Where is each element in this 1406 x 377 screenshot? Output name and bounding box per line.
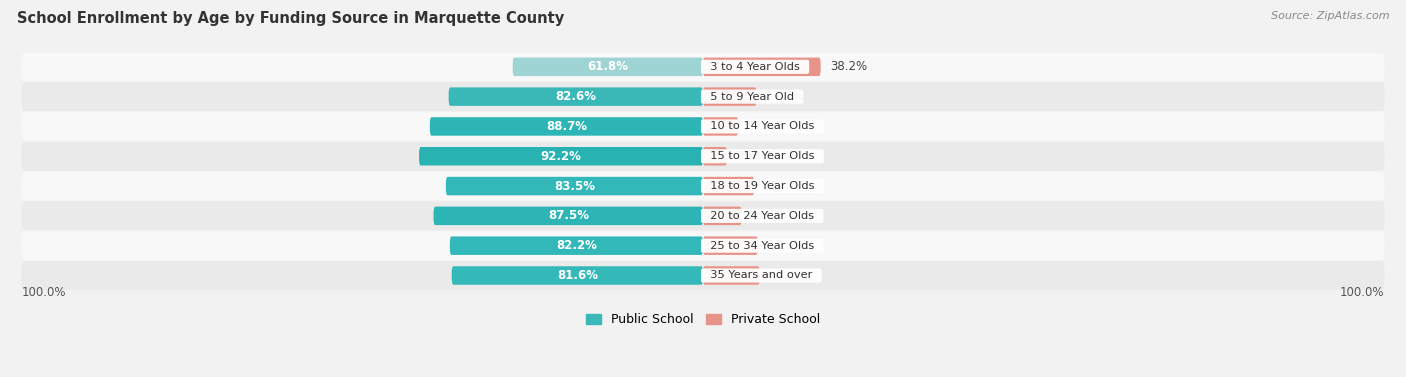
Text: 12.5%: 12.5% xyxy=(751,209,789,222)
FancyBboxPatch shape xyxy=(703,236,758,255)
FancyBboxPatch shape xyxy=(703,266,759,285)
Text: 38.2%: 38.2% xyxy=(831,60,868,73)
FancyBboxPatch shape xyxy=(433,207,703,225)
Text: Source: ZipAtlas.com: Source: ZipAtlas.com xyxy=(1271,11,1389,21)
Text: 7.8%: 7.8% xyxy=(737,150,766,163)
Text: 20 to 24 Year Olds: 20 to 24 Year Olds xyxy=(703,211,821,221)
Text: 92.2%: 92.2% xyxy=(540,150,582,163)
Text: 82.2%: 82.2% xyxy=(555,239,598,252)
FancyBboxPatch shape xyxy=(451,266,703,285)
Text: 15 to 17 Year Olds: 15 to 17 Year Olds xyxy=(703,151,821,161)
FancyBboxPatch shape xyxy=(21,202,1385,230)
FancyBboxPatch shape xyxy=(21,82,1385,111)
FancyBboxPatch shape xyxy=(703,147,727,166)
Text: 11.4%: 11.4% xyxy=(748,120,786,133)
FancyBboxPatch shape xyxy=(21,142,1385,170)
Text: 100.0%: 100.0% xyxy=(1340,286,1385,299)
Text: 5 to 9 Year Old: 5 to 9 Year Old xyxy=(703,92,801,102)
FancyBboxPatch shape xyxy=(21,112,1385,141)
FancyBboxPatch shape xyxy=(21,172,1385,200)
FancyBboxPatch shape xyxy=(703,207,741,225)
Text: 17.8%: 17.8% xyxy=(768,239,804,252)
Text: 82.6%: 82.6% xyxy=(555,90,596,103)
FancyBboxPatch shape xyxy=(450,236,703,255)
FancyBboxPatch shape xyxy=(21,52,1385,81)
Text: 100.0%: 100.0% xyxy=(21,286,66,299)
FancyBboxPatch shape xyxy=(446,177,703,195)
FancyBboxPatch shape xyxy=(703,87,756,106)
Text: 35 Years and over: 35 Years and over xyxy=(703,270,820,280)
FancyBboxPatch shape xyxy=(419,147,703,166)
Text: 61.8%: 61.8% xyxy=(588,60,628,73)
FancyBboxPatch shape xyxy=(703,177,754,195)
FancyBboxPatch shape xyxy=(703,58,821,76)
FancyBboxPatch shape xyxy=(703,117,738,136)
Text: 81.6%: 81.6% xyxy=(557,269,598,282)
FancyBboxPatch shape xyxy=(449,87,703,106)
FancyBboxPatch shape xyxy=(513,58,703,76)
Text: 87.5%: 87.5% xyxy=(548,209,589,222)
Text: 17.4%: 17.4% xyxy=(766,90,804,103)
Text: 18 to 19 Year Olds: 18 to 19 Year Olds xyxy=(703,181,821,191)
Text: 10 to 14 Year Olds: 10 to 14 Year Olds xyxy=(703,121,821,132)
Text: 83.5%: 83.5% xyxy=(554,179,595,193)
Text: 25 to 34 Year Olds: 25 to 34 Year Olds xyxy=(703,241,821,251)
Text: 16.6%: 16.6% xyxy=(763,179,801,193)
FancyBboxPatch shape xyxy=(21,261,1385,290)
Text: 3 to 4 Year Olds: 3 to 4 Year Olds xyxy=(703,62,807,72)
FancyBboxPatch shape xyxy=(430,117,703,136)
Legend: Public School, Private School: Public School, Private School xyxy=(581,308,825,331)
Text: School Enrollment by Age by Funding Source in Marquette County: School Enrollment by Age by Funding Sour… xyxy=(17,11,564,26)
FancyBboxPatch shape xyxy=(21,231,1385,260)
Text: 88.7%: 88.7% xyxy=(546,120,586,133)
Text: 18.4%: 18.4% xyxy=(769,269,807,282)
